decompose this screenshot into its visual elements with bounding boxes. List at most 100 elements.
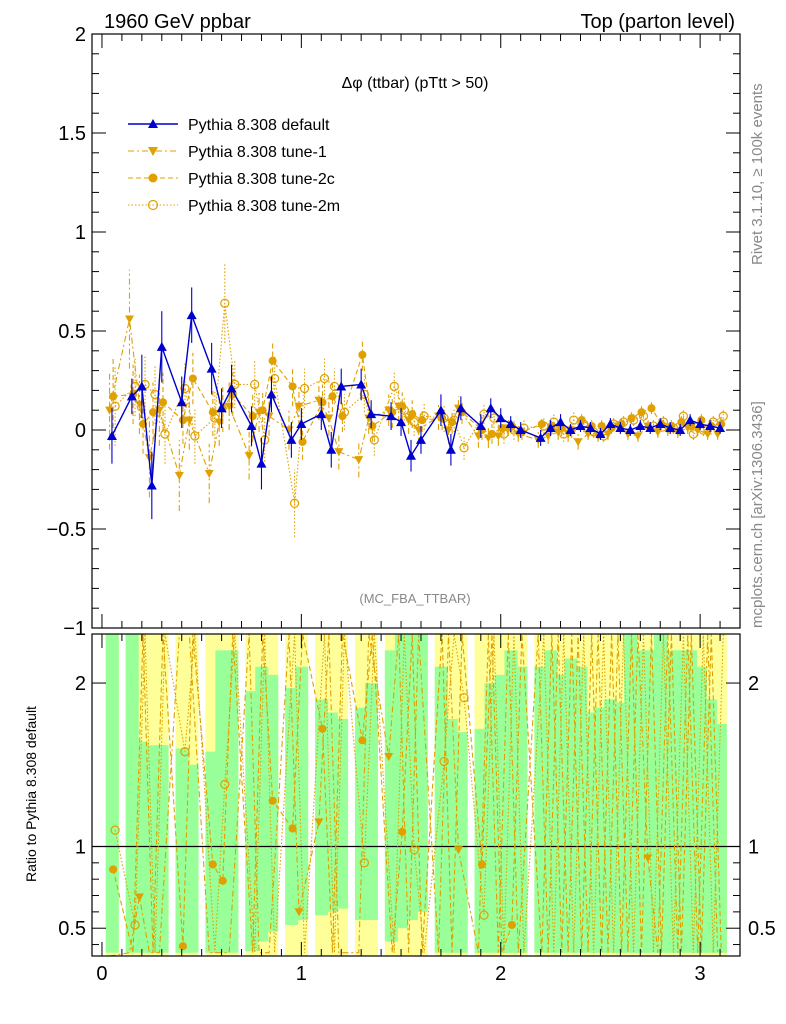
data-point xyxy=(595,428,606,438)
data-point xyxy=(389,381,399,392)
green-band xyxy=(105,634,119,953)
data-point xyxy=(210,413,220,423)
data-point xyxy=(354,456,364,465)
ratio-point xyxy=(398,827,407,836)
green-band xyxy=(434,666,448,953)
legend-label: Pythia 8.308 tune-1 xyxy=(188,144,327,161)
data-point xyxy=(443,426,453,435)
green-band xyxy=(713,723,727,953)
data-point xyxy=(190,431,200,441)
data-point xyxy=(174,471,184,481)
data-point xyxy=(316,409,327,419)
data-point xyxy=(408,410,417,419)
data-point xyxy=(655,419,666,429)
data-point xyxy=(319,373,330,384)
data-point xyxy=(318,398,327,407)
data-point xyxy=(124,315,134,324)
header-left: 1960 GeV ppbar xyxy=(104,11,251,33)
data-point xyxy=(573,438,583,447)
data-point xyxy=(455,403,466,413)
data-point xyxy=(705,421,716,431)
green-band xyxy=(534,666,548,953)
data-point xyxy=(216,403,227,413)
x-tick-label: 0 xyxy=(96,963,107,985)
legend: Pythia 8.308 default Pythia 8.308 tune-1 P… xyxy=(128,117,340,215)
series-circle-2 xyxy=(109,338,726,460)
data-point xyxy=(535,432,546,442)
x-tick-label: 1 xyxy=(296,963,307,985)
legend-marker xyxy=(148,119,158,128)
data-point xyxy=(294,402,304,411)
data-point xyxy=(358,350,367,359)
data-point xyxy=(188,374,197,383)
green-band xyxy=(654,634,668,953)
ratio-point xyxy=(384,752,394,762)
data-point xyxy=(158,398,168,407)
y-tick-label: 0 xyxy=(75,420,86,442)
data-point xyxy=(515,425,526,434)
data-point xyxy=(336,381,347,391)
green-band xyxy=(414,634,428,912)
data-point xyxy=(406,450,417,460)
ratio-series-circle xyxy=(109,633,722,953)
ratio-point xyxy=(459,693,469,703)
green-band xyxy=(175,748,189,953)
green-band xyxy=(564,658,578,953)
legend-marker xyxy=(148,173,158,183)
data-point xyxy=(110,401,120,411)
data-point xyxy=(665,423,676,433)
green-band xyxy=(185,764,199,953)
data-point xyxy=(695,419,706,429)
ratio-y-tick-label-left: 0.5 xyxy=(58,918,86,940)
data-point xyxy=(369,435,379,445)
legend-label: Pythia 8.308 tune-2m xyxy=(188,198,340,215)
green-band xyxy=(384,650,398,942)
green-band xyxy=(494,674,508,953)
ratio-point xyxy=(288,824,297,833)
green-band xyxy=(215,650,229,953)
ratio-point xyxy=(314,818,324,827)
data-point xyxy=(359,389,370,400)
data-point xyxy=(505,419,516,429)
green-band xyxy=(394,634,408,929)
ratio-line xyxy=(112,633,722,953)
data-point xyxy=(269,373,280,384)
ratio-point xyxy=(208,860,217,869)
data-point xyxy=(399,405,409,415)
data-point xyxy=(493,432,503,441)
data-point xyxy=(675,425,686,434)
ratio-point xyxy=(268,796,277,805)
data-point xyxy=(268,356,277,365)
data-point xyxy=(339,407,350,417)
data-point xyxy=(250,379,260,390)
data-point xyxy=(703,430,713,439)
data-point xyxy=(258,406,267,415)
data-point xyxy=(638,411,649,421)
data-point xyxy=(396,417,407,427)
legend-label: Pythia 8.308 default xyxy=(188,117,330,134)
ratio-point xyxy=(218,876,227,885)
chart-title: Δφ (ttbar) (pTtt > 50) xyxy=(342,75,489,92)
y-tick-label: 2 xyxy=(75,24,86,46)
data-point xyxy=(220,298,230,308)
rivet-version-label: Rivet 3.1.10, ≥ 100k events xyxy=(749,83,766,265)
ratio-point xyxy=(178,942,187,951)
data-point xyxy=(435,405,446,415)
green-band xyxy=(255,666,269,942)
data-point xyxy=(148,408,158,417)
data-point xyxy=(635,421,646,431)
data-point xyxy=(176,397,187,407)
data-point xyxy=(499,429,509,439)
ratio-point xyxy=(220,779,230,790)
ratio-point xyxy=(318,724,327,733)
data-point xyxy=(615,423,626,433)
data-point xyxy=(419,411,429,421)
data-point xyxy=(628,415,639,425)
data-point xyxy=(597,421,606,431)
data-point xyxy=(136,381,147,391)
ratio-point xyxy=(358,736,367,745)
y-tick-label: 1 xyxy=(75,222,86,244)
ratio-y-tick-label-right: 2 xyxy=(748,673,759,695)
data-point xyxy=(415,434,426,444)
